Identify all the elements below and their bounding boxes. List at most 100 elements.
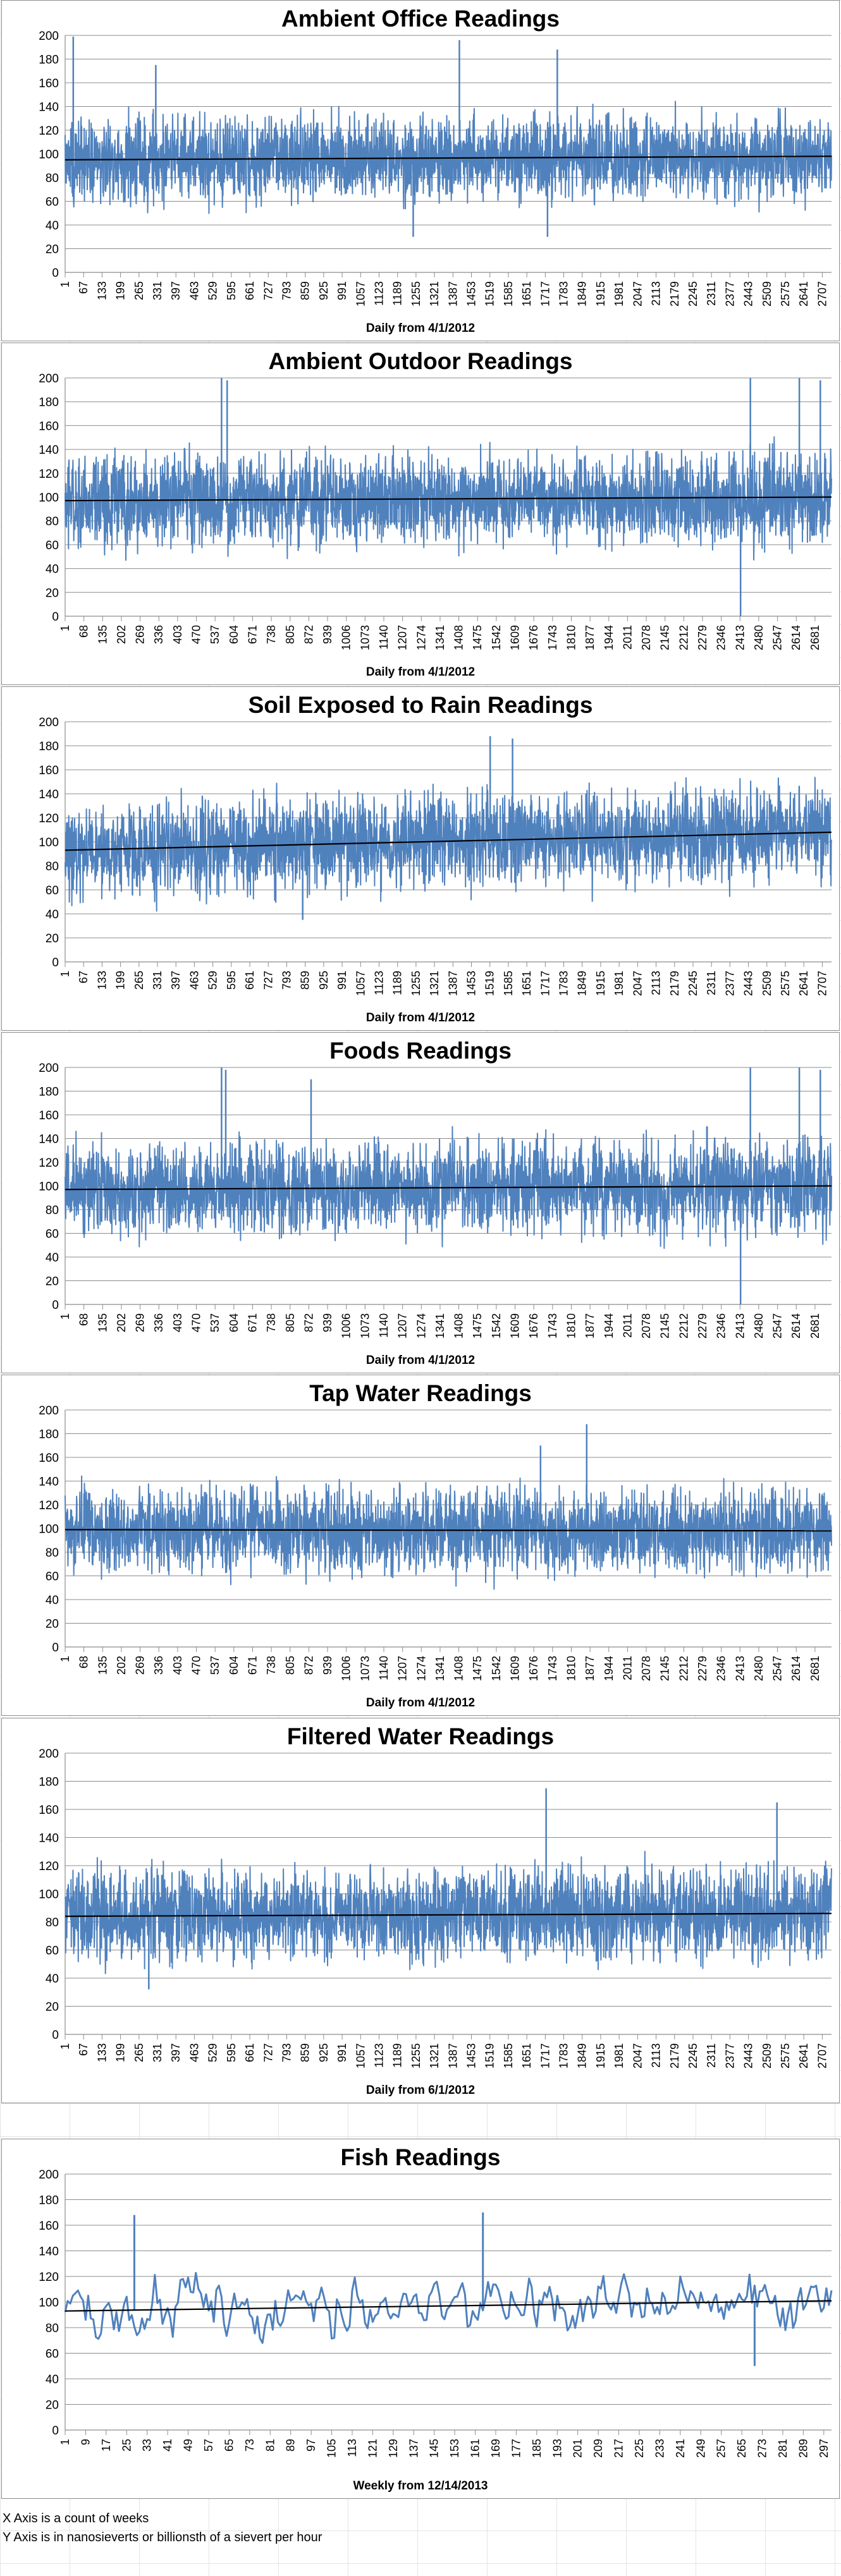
x-tick-label: 2179 [668,971,681,996]
x-tick-label: 201 [572,2439,584,2458]
y-tick-label: 0 [52,1299,59,1312]
x-tick-label: 121 [366,2439,379,2458]
x-tick-label: 2377 [723,281,736,307]
x-tick-label: 859 [299,2043,312,2062]
x-tick-label: 2078 [640,1313,653,1339]
x-tick-label: 1475 [471,625,484,650]
x-tick-label: 89 [285,2439,297,2451]
x-tick-label: 925 [317,2043,330,2062]
fish-chart: Fish Readings Weekly from 12/14/2013 0 20 40… [1,2139,840,2499]
ambient-office-chart: Ambient Office Readings Daily from 4/1/20… [1,0,840,341]
chart-title: Fish Readings [340,2144,501,2170]
y-tick-label: 0 [52,2029,59,2042]
x-tick-label: 265 [133,281,145,300]
x-tick-label: 463 [188,281,200,300]
x-tick-label: 859 [299,971,312,990]
x-tick-label: 135 [96,1656,109,1675]
x-tick-label: 1057 [354,971,367,996]
x-tick-label: 217 [613,2439,625,2458]
x-tick-label: 257 [715,2439,728,2458]
x-tick-label: 67 [77,281,90,294]
x-tick-label: 793 [280,971,293,990]
x-tick-label: 1542 [490,1656,503,1681]
x-tick-label: 1073 [359,1313,371,1339]
x-tick-label: 1743 [546,1656,559,1681]
x-tick-label: 331 [151,281,164,300]
x-tick-label: 1006 [340,1313,353,1339]
x-tick-label: 727 [262,281,274,300]
y-tick-label: 120 [39,2271,59,2284]
x-tick-label: 403 [171,1313,184,1332]
x-tick-label: 2179 [668,2043,681,2069]
x-tick-label: 2047 [631,281,644,307]
y-tick-label: 0 [52,267,59,280]
y-tick-label: 60 [46,1945,59,1958]
x-tick-label: 1519 [484,971,496,996]
x-tick-label: 68 [78,1313,90,1326]
x-tick-label: 1915 [594,281,607,307]
x-tick-label: 2480 [752,1313,765,1339]
x-tick-label: 2575 [779,971,792,996]
y-tick-label: 180 [39,1428,59,1442]
x-tick-label: 397 [169,971,182,990]
y-tick-label: 100 [39,836,59,849]
x-tick-label: 1274 [415,625,427,650]
x-tick-label: 470 [190,1313,203,1332]
x-tick-label: 199 [114,971,127,990]
x-tick-label: 1609 [509,625,522,650]
x-tick-label: 2641 [797,2043,810,2069]
x-tick-label: 331 [151,971,164,990]
y-tick-label: 40 [46,908,59,921]
x-tick-label: 2011 [621,1313,634,1338]
x-tick-label: 1274 [415,1656,427,1681]
x-tick-label: 1123 [372,2043,385,2068]
y-tick-label: 100 [39,492,59,505]
footnote-y-axis: Y Axis is in nanosieverts or billionsth … [3,2530,322,2544]
trend-line [64,155,832,161]
x-tick-label: 209 [592,2439,605,2458]
x-tick-label: 1057 [354,281,367,307]
x-tick-label: 233 [653,2439,666,2458]
plot-svg: 0 20 40 60 80 100 120 140 160 180 200 1 67 133 199 265 3… [39,1747,832,2069]
x-tick-label: 1 [59,2043,71,2050]
x-tick-label: 269 [134,625,147,644]
x-tick-label: 939 [321,1313,334,1332]
y-tick-label: 200 [39,30,59,43]
x-tick-label: 336 [152,1656,165,1675]
x-tick-label: 738 [265,625,278,644]
x-tick-label: 1341 [434,625,446,650]
y-tick-label: 40 [46,219,59,233]
x-tick-label: 2311 [705,281,718,306]
x-tick-label: 805 [284,1313,297,1332]
x-tick-label: 2145 [659,1656,672,1681]
x-tick-label: 135 [96,1313,109,1332]
y-tick-label: 180 [39,1776,59,1789]
y-tick-label: 200 [39,2168,59,2182]
x-tick-label: 2413 [734,1656,746,1681]
data-series-line [64,1126,832,1249]
x-tick-label: 1453 [465,2043,478,2069]
y-tick-label: 160 [39,1804,59,1817]
y-tick-label: 100 [39,149,59,162]
x-tick-label: 2346 [715,1656,728,1681]
tap-water-chart: Tap Water Readings Daily from 4/1/2012 0 20… [1,1375,840,1716]
plot-svg: 0 20 40 60 80 100 120 140 160 180 200 1 68 135 202 269 3… [39,1062,832,1339]
x-tick-label: 1944 [603,1656,615,1681]
filtered-water-chart: Filtered Water Readings Daily from 6/1/20… [1,1718,840,2103]
y-tick-label: 180 [39,396,59,410]
x-tick-label: 289 [797,2439,809,2458]
x-tick-label: 2509 [761,281,773,307]
x-tick-label: 1408 [453,625,465,650]
x-tick-label: 1542 [490,1313,503,1339]
y-tick-label: 100 [39,2297,59,2310]
data-series-line [64,100,832,214]
x-tick-label: 671 [246,1313,259,1332]
x-tick-label: 2279 [696,1313,709,1339]
x-tick-label: 2113 [650,2043,663,2068]
x-tick-label: 1408 [453,1656,465,1681]
x-tick-label: 137 [407,2439,420,2458]
x-tick-label: 33 [141,2439,154,2451]
x-tick-label: 2547 [771,1313,784,1339]
data-series-line [64,1475,832,1590]
x-tick-label: 727 [262,2043,274,2062]
